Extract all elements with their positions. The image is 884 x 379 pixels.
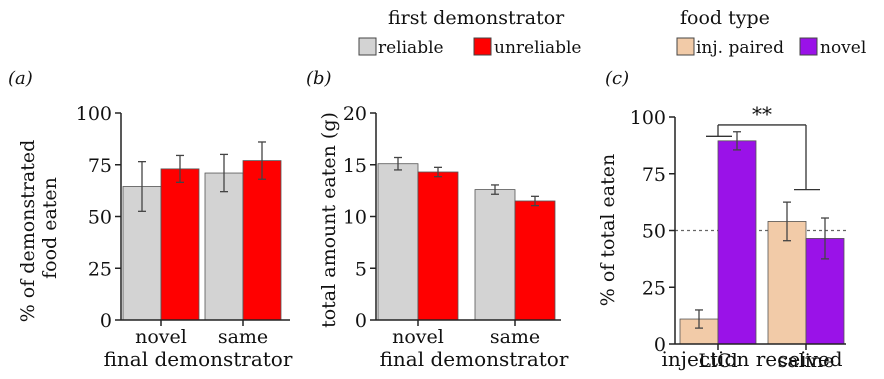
y-tick-label: 25 xyxy=(642,277,666,299)
panel-label: (b) xyxy=(306,68,332,89)
significance-label: ** xyxy=(752,102,772,126)
x-tick-label: same xyxy=(490,326,540,348)
y-tick-label: 15 xyxy=(343,155,367,177)
y-axis-label-line2: food eaten xyxy=(39,177,61,279)
y-tick-label: 5 xyxy=(355,258,367,280)
y-tick-label: 100 xyxy=(76,103,112,125)
plot-area: 0 25 50 75 100 novel same xyxy=(76,103,290,348)
x-axis-label: final demonstrator xyxy=(104,347,293,371)
legend-title: food type xyxy=(680,7,770,29)
plot-area: 0 5 10 15 20 novel same xyxy=(343,103,561,348)
bar-unreliable-novel xyxy=(418,172,458,320)
bar-reliable-same xyxy=(205,173,243,320)
y-tick-label: 100 xyxy=(630,107,666,129)
panel-label: (a) xyxy=(8,68,33,89)
y-tick-label: 10 xyxy=(343,207,367,229)
x-axis-label: final demonstrator xyxy=(380,347,569,371)
y-tick-label: 0 xyxy=(355,310,367,332)
legend-label-novel: novel xyxy=(820,38,866,58)
y-tick-label: 0 xyxy=(100,310,112,332)
y-tick-label: 25 xyxy=(88,258,112,280)
y-tick-label: 75 xyxy=(88,155,112,177)
legend-swatch-novel xyxy=(800,38,817,55)
y-tick-label: 50 xyxy=(642,221,666,243)
panel-a: (a) % of demonstrated food eaten 0 25 50 75… xyxy=(8,68,293,371)
legend-first-demonstrator: first demonstrator reliable unreliable xyxy=(359,7,581,58)
y-axis-label-line1: % of demonstrated xyxy=(17,140,39,323)
legend-food-type: food type inj. paired novel xyxy=(677,7,866,58)
bar-unreliable-same xyxy=(243,161,281,320)
x-tick-label: novel xyxy=(392,326,444,348)
legend-label-inj-paired: inj. paired xyxy=(696,38,784,58)
bar-reliable-same xyxy=(475,190,515,320)
legend-swatch-unreliable xyxy=(474,38,491,55)
y-tick-label: 75 xyxy=(642,164,666,186)
y-axis-label: total amount eaten (g) xyxy=(318,112,340,328)
legend-label-reliable: reliable xyxy=(378,38,444,58)
legend-swatch-inj-paired xyxy=(677,38,694,55)
bar-reliable-novel xyxy=(378,164,418,320)
x-tick-label: same xyxy=(218,326,268,348)
y-tick-label: 20 xyxy=(343,103,367,125)
legend-swatch-reliable xyxy=(359,38,376,55)
y-tick-label: 50 xyxy=(88,207,112,229)
bar-unreliable-novel xyxy=(161,169,199,320)
legend-label-unreliable: unreliable xyxy=(494,38,581,58)
legend-title: first demonstrator xyxy=(388,7,565,29)
y-axis-label: % of demonstrated food eaten xyxy=(17,134,61,323)
y-axis-label: % of total eaten xyxy=(597,154,619,306)
x-tick-label: novel xyxy=(135,326,187,348)
panel-b: (b) total amount eaten (g) 0 5 10 15 20 novel… xyxy=(306,68,569,371)
bar-novel-licl xyxy=(718,141,756,344)
x-axis-label: injection received xyxy=(662,347,843,371)
panel-label: (c) xyxy=(605,68,629,89)
bar-unreliable-same xyxy=(515,201,555,320)
